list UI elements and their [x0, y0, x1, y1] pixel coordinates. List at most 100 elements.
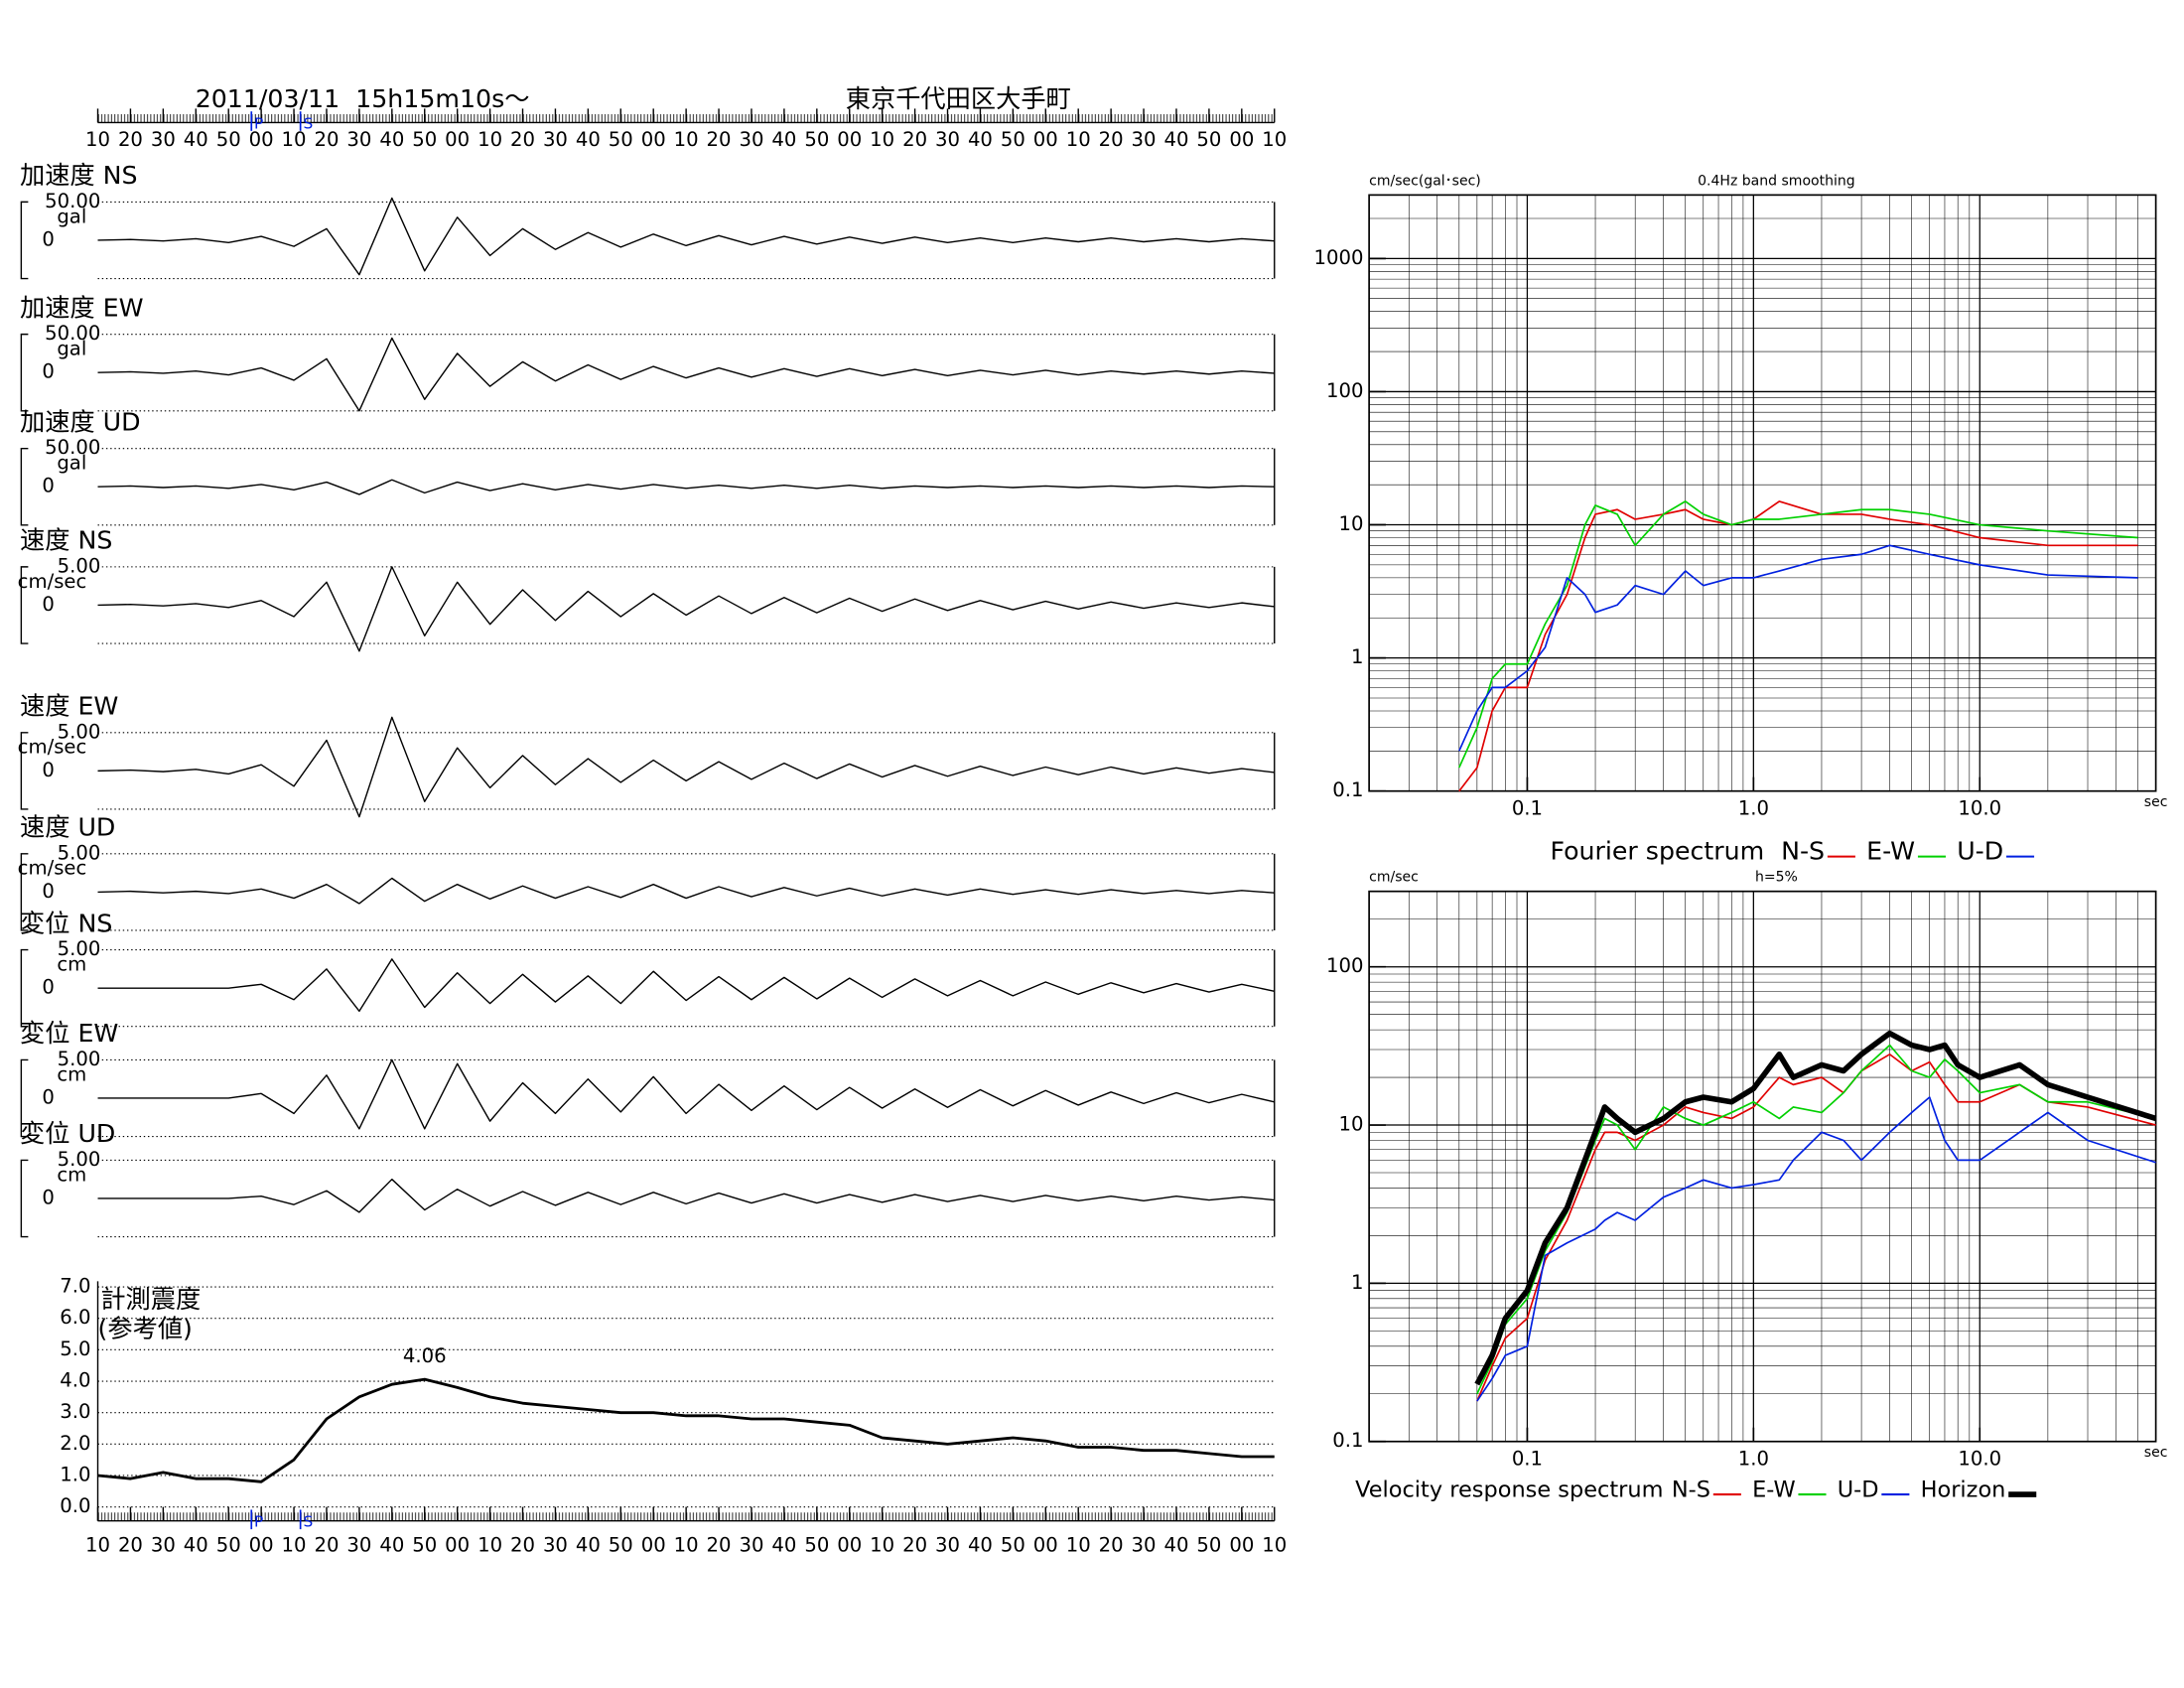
unit-label: cm/sec	[18, 736, 87, 759]
x-tick-label: 10	[1066, 1533, 1091, 1556]
y-tick-label: 0.0	[60, 1494, 90, 1517]
x-tick-label: 1.0	[1738, 1447, 1769, 1470]
x-tick-label: 20	[510, 1533, 535, 1556]
x-tick-label: 50	[804, 128, 829, 151]
x-tick-label: 40	[1163, 128, 1188, 151]
chart-title: 0.4Hz band smoothing	[1698, 173, 1855, 189]
legend-label: E-W	[1752, 1477, 1796, 1502]
title: 2011/03/11 15h15m10s〜	[196, 84, 530, 113]
y-tick-label: 0	[42, 976, 55, 999]
unit-label: cm	[57, 953, 86, 976]
y-tick-label: 4.0	[60, 1369, 90, 1392]
x-tick-label: 50	[1001, 128, 1025, 151]
unit-label: cm/sec	[18, 857, 87, 880]
spectrum-line	[1458, 500, 2138, 792]
x-tick-label: 30	[1132, 128, 1157, 151]
waveform-trace	[97, 197, 1275, 276]
unit-label: gal	[57, 338, 86, 360]
unit-label: cm/sec	[18, 570, 87, 593]
x-tick-label: 20	[510, 128, 535, 151]
x-tick-label: 50	[1196, 1533, 1221, 1556]
waveform-trace	[97, 479, 1275, 495]
x-tick-label: 20	[902, 128, 927, 151]
x-tick-label: 10.0	[1958, 1447, 2001, 1470]
x-tick-label: 00	[837, 1533, 862, 1556]
y-tick-label: 0	[42, 759, 55, 781]
x-tick-label: 50	[412, 128, 437, 151]
range-bracket	[20, 566, 29, 644]
phase-label: P	[254, 114, 263, 132]
x-tick-label: 30	[151, 1533, 176, 1556]
x-tick-label: 40	[771, 128, 796, 151]
y-tick-label: 0	[42, 475, 55, 497]
x-tick-label: 40	[379, 128, 404, 151]
unit-label: cm	[57, 1062, 86, 1085]
unit-label: cm	[57, 1163, 86, 1186]
x-axis-label: sec	[2144, 794, 2168, 810]
x-tick-label: 20	[707, 1533, 732, 1556]
y-tick-label: 0	[42, 1085, 55, 1108]
legend-title: Velocity response spectrum	[1355, 1477, 1663, 1502]
trace-label: 変位 EW	[20, 1019, 118, 1048]
x-tick-label: 40	[771, 1533, 796, 1556]
trace-label: 変位 UD	[20, 1119, 115, 1148]
y-axis-label: cm/sec(gal･sec)	[1369, 173, 1481, 189]
waveform-trace	[97, 566, 1275, 652]
trace-label: 速度 UD	[20, 813, 115, 842]
legend-label: E-W	[1866, 836, 1915, 865]
x-tick-label: 10	[85, 1533, 110, 1556]
trace-label: 加速度 UD	[20, 407, 141, 436]
range-bracket	[20, 948, 29, 1028]
x-tick-label: 10	[870, 1533, 894, 1556]
location: 東京千代田区大手町	[846, 84, 1071, 113]
waveform-trace	[97, 1178, 1275, 1213]
waveform-trace	[97, 958, 1275, 1013]
x-tick-label: 50	[609, 1533, 633, 1556]
x-tick-label: 10	[674, 128, 699, 151]
y-tick-label: 0	[42, 227, 55, 250]
x-tick-label: 30	[935, 1533, 960, 1556]
x-tick-label: 30	[739, 128, 763, 151]
x-tick-label: 40	[379, 1533, 404, 1556]
x-tick-label: 20	[118, 128, 143, 151]
x-tick-label: 40	[968, 128, 993, 151]
range-bracket	[20, 732, 29, 810]
y-tick-label: 50.00	[45, 436, 100, 459]
x-tick-label: 00	[641, 1533, 666, 1556]
x-tick-label: 10	[674, 1533, 699, 1556]
x-tick-label: 30	[346, 1533, 371, 1556]
chart-subtitle: (参考値)	[98, 1315, 193, 1343]
x-tick-label: 00	[249, 1533, 274, 1556]
y-tick-label: 5.00	[58, 720, 101, 743]
legend-label: N-S	[1781, 836, 1825, 865]
range-bracket	[20, 333, 29, 412]
intensity-line	[97, 1377, 1275, 1483]
plot-frame	[1368, 890, 2157, 1443]
x-axis-label: sec	[2144, 1445, 2168, 1461]
x-tick-label: 00	[1229, 128, 1254, 151]
trace-label: 変位 NS	[20, 909, 112, 937]
x-tick-label: 20	[1099, 128, 1124, 151]
x-tick-label: 10	[1066, 128, 1091, 151]
trace-label: 加速度 NS	[20, 161, 138, 190]
x-tick-label: 50	[609, 128, 633, 151]
y-tick-label: 50.00	[45, 190, 100, 212]
spectrum-line	[1458, 544, 2138, 752]
x-tick-label: 10	[1262, 1533, 1287, 1556]
spectrum-line	[1476, 1053, 2156, 1402]
x-tick-label: 20	[314, 128, 339, 151]
legend-title: Fourier spectrum	[1550, 836, 1764, 865]
chart-title: h=5%	[1755, 870, 1798, 886]
spectrum-line	[1476, 1096, 2156, 1402]
range-bracket	[20, 201, 29, 280]
x-tick-label: 10	[478, 1533, 502, 1556]
y-tick-label: 0	[42, 880, 55, 903]
x-tick-label: 20	[314, 1533, 339, 1556]
x-tick-label: 40	[576, 128, 601, 151]
y-tick-label: 10	[1339, 512, 1364, 535]
x-tick-label: 30	[935, 128, 960, 151]
x-tick-label: 10	[282, 128, 307, 151]
y-tick-label: 1	[1351, 1271, 1364, 1294]
waveform-trace	[97, 337, 1275, 412]
